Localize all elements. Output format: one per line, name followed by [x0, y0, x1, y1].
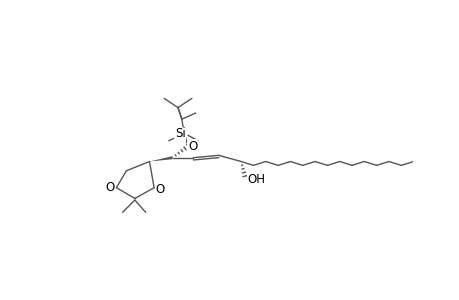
Polygon shape: [149, 156, 173, 161]
Text: Si: Si: [174, 127, 185, 140]
Text: OH: OH: [247, 173, 265, 187]
Text: O: O: [188, 140, 197, 153]
Text: O: O: [106, 181, 115, 194]
Text: O: O: [155, 183, 165, 196]
